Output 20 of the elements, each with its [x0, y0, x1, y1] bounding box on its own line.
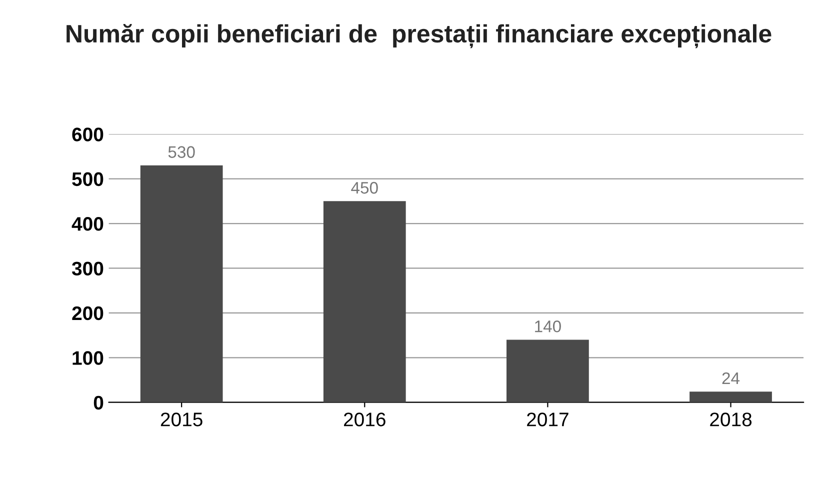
chart-title: Număr copii beneficiari de prestații financiare excepționale	[66, 24, 772, 48]
bar	[140, 165, 223, 402]
y-tick-label: 200	[72, 306, 104, 320]
bar	[323, 201, 406, 402]
bar	[506, 340, 589, 402]
y-tick-label: 600	[72, 128, 104, 142]
y-tick-label: 300	[72, 262, 104, 276]
y-tick-label: 400	[72, 217, 104, 231]
x-tick-label: 2015	[160, 412, 202, 426]
x-tick-label: 2018	[710, 412, 752, 426]
x-tick-label: 2016	[344, 412, 386, 426]
x-tick-label: 2017	[527, 412, 568, 426]
bar	[690, 392, 772, 402]
data-label: 140	[535, 320, 561, 332]
y-tick-label: 0	[94, 396, 104, 410]
y-tick-label: 500	[72, 172, 104, 186]
data-label: 24	[722, 372, 740, 384]
data-label: 450	[351, 182, 378, 194]
y-tick-label: 100	[72, 351, 104, 365]
data-label: 530	[168, 146, 195, 158]
